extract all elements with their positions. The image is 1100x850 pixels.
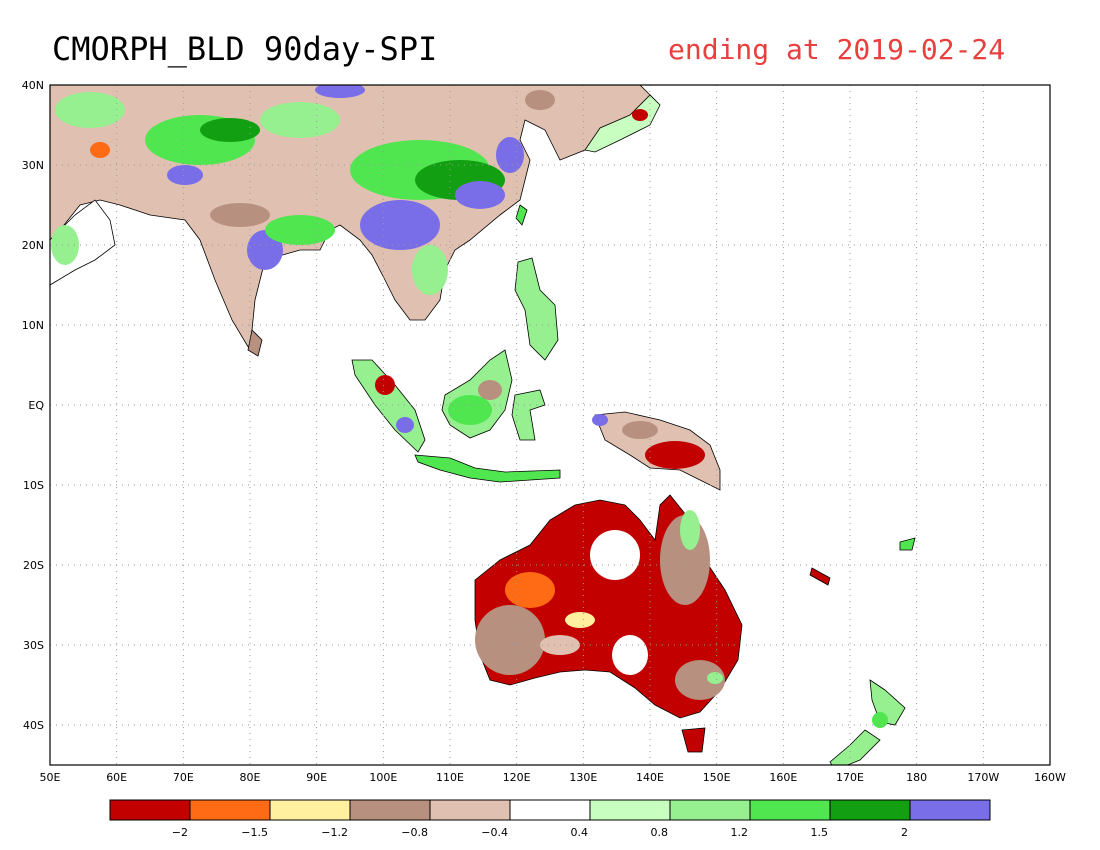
lon-tick-label: 150E [703,771,731,784]
legend-swatch [669,799,751,821]
lon-tick-label: 160E [769,771,797,784]
land-srilanka [247,329,263,357]
lat-tick-label: 40S [23,719,44,732]
legend-swatch [509,799,591,821]
legend-label: 1.2 [731,826,749,839]
lon-tick-label: 90E [306,771,327,784]
lat-tick-label: EQ [28,399,44,412]
land-java [414,454,561,483]
legend-swatch [749,799,831,821]
legend-label: −0.8 [401,826,428,839]
lat-tick-label: 20N [22,239,44,252]
legend-label: −1.5 [241,826,268,839]
legend-label: −1.2 [321,826,348,839]
lon-tick-label: 80E [240,771,261,784]
lon-tick-label: 160W [1034,771,1066,784]
lon-tick-label: 130E [569,771,597,784]
legend-swatch [589,799,671,821]
legend-label: −2 [172,826,188,839]
land-sulawesi [511,389,546,441]
lon-tick-label: 70E [173,771,194,784]
map-title: CMORPH_BLD 90day-SPI [52,30,438,68]
lat-tick-label: 10S [23,479,44,492]
lat-tick-label: 30S [23,639,44,652]
land-newcaledonia [809,567,831,586]
lon-tick-label: 170W [967,771,999,784]
legend-label: 0.8 [651,826,669,839]
lon-tick-label: 170E [836,771,864,784]
lat-tick-label: 30N [22,159,44,172]
lon-axis-labels: 50E 60E 70E 80E 90E 100E 110E 120E 130E 140E 150E 1… [40,771,1067,784]
land-newzealand [829,679,906,765]
spi-patches [51,85,888,728]
legend-swatch [269,799,351,821]
lon-tick-label: 60E [106,771,127,784]
legend-swatch [429,799,511,821]
legend-swatch [349,799,431,821]
land-tasmania [681,727,706,753]
lat-tick-label: 20S [23,559,44,572]
land-sumatra [351,359,426,453]
land-taiwan [515,204,528,226]
lon-tick-label: 180 [906,771,927,784]
legend-label: 1.5 [811,826,829,839]
legend-labels: −2 −1.5 −1.2 −0.8 −0.4 0.4 0.8 1.2 1.5 2 [172,826,908,839]
land-philippines [514,257,559,361]
lat-tick-label: 10N [22,319,44,332]
map-frame [49,84,1051,766]
legend-swatch [109,799,191,821]
legend-swatch [909,799,991,821]
lon-tick-label: 120E [503,771,531,784]
spi-field [50,85,916,765]
lon-tick-label: 140E [636,771,664,784]
lon-tick-label: 110E [436,771,464,784]
lon-tick-label: 100E [369,771,397,784]
land-borneo [441,349,513,439]
legend-label: −0.4 [481,826,508,839]
land-asia [50,85,656,352]
legend-label: 2 [901,826,908,839]
lon-tick-label: 50E [40,771,61,784]
legend-swatch [829,799,911,821]
legend-swatch [189,799,271,821]
lat-axis-labels: 40N 30N 20N 10N EQ 10S 20S 30S 40S [22,79,45,732]
legend-colorbar [109,799,991,821]
legend-label: 0.4 [571,826,589,839]
lat-tick-label: 40N [22,79,44,92]
land-fiji [899,537,916,551]
map-subtitle: ending at 2019-02-24 [668,33,1006,66]
